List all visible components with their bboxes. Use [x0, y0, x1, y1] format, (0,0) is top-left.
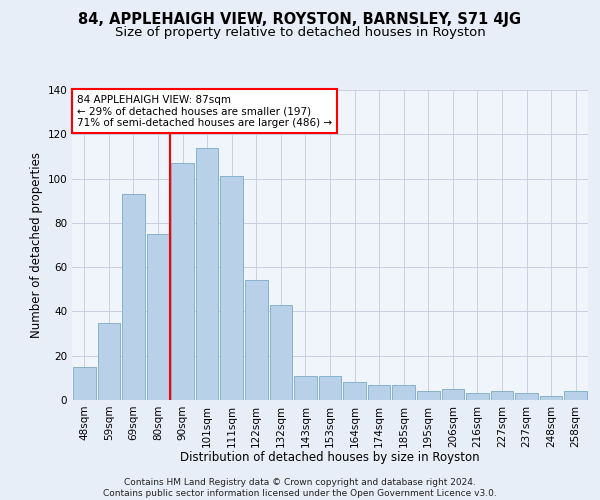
Bar	[98, 322, 120, 400]
Bar	[171, 163, 194, 400]
Text: 84 APPLEHAIGH VIEW: 87sqm
← 29% of detached houses are smaller (197)
71% of semi: 84 APPLEHAIGH VIEW: 87sqm ← 29% of detac…	[77, 94, 332, 128]
Text: Contains HM Land Registry data © Crown copyright and database right 2024.
Contai: Contains HM Land Registry data © Crown c…	[103, 478, 497, 498]
Bar	[515, 394, 538, 400]
Bar	[196, 148, 218, 400]
Bar	[491, 391, 514, 400]
Bar	[220, 176, 243, 400]
Y-axis label: Number of detached properties: Number of detached properties	[30, 152, 43, 338]
Bar	[565, 391, 587, 400]
Bar	[294, 376, 317, 400]
Bar	[343, 382, 366, 400]
Bar	[466, 394, 489, 400]
Bar	[122, 194, 145, 400]
Bar	[245, 280, 268, 400]
Text: 84, APPLEHAIGH VIEW, ROYSTON, BARNSLEY, S71 4JG: 84, APPLEHAIGH VIEW, ROYSTON, BARNSLEY, …	[79, 12, 521, 27]
Bar	[540, 396, 562, 400]
Bar	[368, 384, 391, 400]
Bar	[269, 305, 292, 400]
Bar	[392, 384, 415, 400]
Bar	[442, 389, 464, 400]
Bar	[417, 391, 440, 400]
Bar	[319, 376, 341, 400]
Bar	[146, 234, 169, 400]
X-axis label: Distribution of detached houses by size in Royston: Distribution of detached houses by size …	[180, 451, 480, 464]
Bar	[73, 367, 95, 400]
Text: Size of property relative to detached houses in Royston: Size of property relative to detached ho…	[115, 26, 485, 39]
